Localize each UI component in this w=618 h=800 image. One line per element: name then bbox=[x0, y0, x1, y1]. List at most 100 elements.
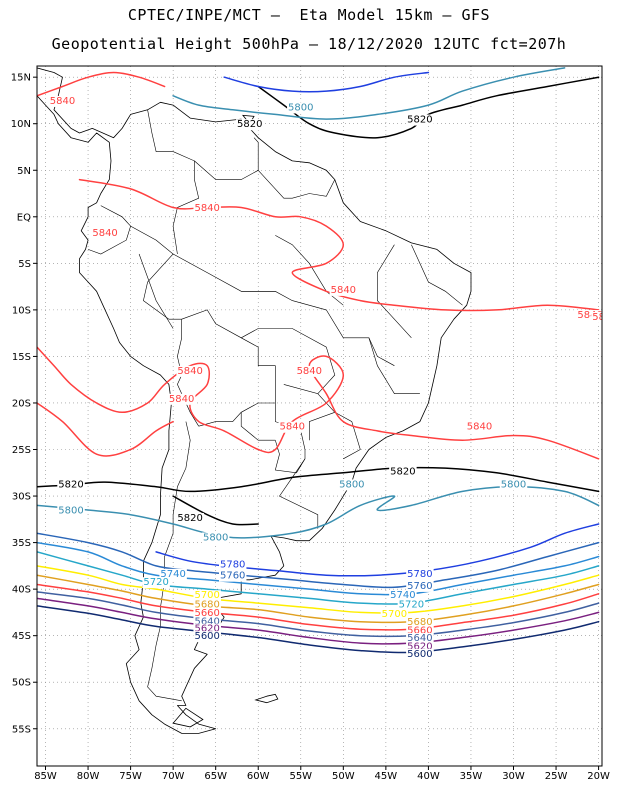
contour-label-5840: 5840 bbox=[50, 96, 75, 107]
contour-label-background bbox=[406, 641, 434, 653]
contour-label-background bbox=[278, 421, 306, 433]
contour-label-5800: 5800 bbox=[501, 479, 526, 490]
contour-label-5840: 5840 bbox=[177, 366, 202, 377]
island-outline bbox=[172, 707, 204, 728]
contour-label-background bbox=[193, 590, 221, 602]
contour-5820 bbox=[257, 76, 600, 139]
contour-label-5840: 58 bbox=[592, 312, 605, 323]
contour-label-5840: 5840 bbox=[169, 394, 194, 405]
tick-label-lat: 5N bbox=[17, 166, 31, 177]
contour-5740 bbox=[37, 541, 600, 596]
tick-label-lat: 10N bbox=[11, 119, 31, 130]
contour-5800 bbox=[37, 485, 600, 539]
chart-title-line2: Geopotential Height 500hPa – 18/12/2020 … bbox=[51, 35, 567, 53]
tick-label-lat: 45S bbox=[12, 631, 31, 642]
contour-5640 bbox=[37, 591, 600, 638]
contour-label-5600: 5600 bbox=[194, 631, 219, 642]
country-border bbox=[257, 170, 336, 199]
contour-label-background bbox=[218, 559, 247, 571]
contour-label-background bbox=[406, 633, 434, 645]
contour-label-background bbox=[193, 616, 221, 628]
contour-label-5600: 5600 bbox=[407, 649, 432, 660]
contour-5780 bbox=[223, 71, 430, 93]
contour-label-background bbox=[193, 599, 221, 611]
country-border bbox=[317, 393, 361, 460]
contour-label-5680: 5680 bbox=[407, 617, 432, 628]
contour-label-background bbox=[176, 512, 204, 524]
chart-title-line1: CPTEC/INPE/MCT – Eta Model 15km – GFS bbox=[127, 6, 491, 24]
tick-label-lat: 20S bbox=[12, 398, 31, 409]
coastline bbox=[37, 67, 472, 734]
contour-5760 bbox=[37, 532, 600, 589]
contour-label-5800: 5800 bbox=[58, 506, 83, 517]
contour-label-background bbox=[406, 568, 434, 580]
contour-label-background bbox=[465, 421, 494, 433]
contour-label-background bbox=[193, 623, 221, 635]
contour-label-5820: 5820 bbox=[58, 479, 83, 490]
tick-label-lat: 5S bbox=[18, 259, 31, 270]
contour-5680 bbox=[37, 574, 600, 624]
tick-label-lon: 70W bbox=[162, 771, 185, 782]
contour-label-background bbox=[406, 114, 434, 126]
contour-label-background bbox=[193, 607, 221, 619]
contour-label-background bbox=[159, 568, 187, 580]
country-border bbox=[241, 291, 395, 366]
country-border bbox=[194, 137, 259, 180]
contour-label-5720: 5720 bbox=[143, 577, 168, 588]
contour-5720 bbox=[37, 551, 600, 605]
contour-layer bbox=[37, 67, 600, 654]
country-border bbox=[275, 235, 344, 306]
contour-5840 bbox=[37, 71, 166, 97]
tick-label-lat: 40S bbox=[12, 585, 31, 596]
country-border bbox=[411, 244, 463, 306]
tick-label-lon: 55W bbox=[289, 771, 312, 782]
tick-label-lat: 10S bbox=[12, 305, 31, 316]
country-border bbox=[147, 109, 200, 255]
contour-label-background bbox=[338, 479, 366, 491]
contour-5800 bbox=[172, 67, 566, 120]
contour-5700 bbox=[37, 565, 600, 614]
contour-label-background bbox=[218, 570, 247, 582]
contour-label-background bbox=[406, 580, 434, 592]
contour-5660 bbox=[37, 583, 600, 631]
tick-label-lon: 80W bbox=[77, 771, 100, 782]
tick-label-lon: 85W bbox=[34, 771, 57, 782]
contour-label-5700: 5700 bbox=[194, 590, 219, 601]
contour-label-5780: 5780 bbox=[220, 560, 245, 571]
tick-label-lat: 30S bbox=[12, 492, 31, 503]
country-border bbox=[172, 253, 276, 292]
contour-label-5840: 5840 bbox=[577, 310, 602, 321]
contour-label-background bbox=[329, 284, 358, 296]
contour-label-background bbox=[389, 466, 417, 478]
contour-label-5640: 5640 bbox=[407, 633, 432, 644]
country-border bbox=[181, 309, 276, 403]
contour-label-background bbox=[287, 102, 315, 114]
contour-label-background bbox=[295, 365, 324, 377]
contour-label-5760: 5760 bbox=[220, 571, 245, 582]
contour-label-background bbox=[201, 532, 230, 544]
country-border bbox=[87, 205, 131, 255]
contour-label-5700: 5700 bbox=[382, 609, 407, 620]
contour-label-5740: 5740 bbox=[390, 590, 415, 601]
contour-label-5800: 5800 bbox=[339, 479, 364, 490]
contour-label-5840: 5840 bbox=[194, 203, 219, 214]
contour-label-5820: 5820 bbox=[390, 466, 415, 477]
country-border bbox=[279, 458, 319, 529]
tick-label-lon: 45W bbox=[375, 771, 398, 782]
contour-label-background bbox=[193, 631, 221, 643]
island-outline bbox=[254, 693, 279, 704]
contour-label-background bbox=[380, 608, 409, 620]
contour-label-5760: 5760 bbox=[407, 581, 432, 592]
contour-label-5640: 5640 bbox=[194, 616, 219, 627]
contour-5820 bbox=[172, 495, 259, 526]
contour-label-background bbox=[235, 119, 264, 131]
tick-label-lon: 35W bbox=[460, 771, 483, 782]
contour-label-background bbox=[406, 648, 434, 660]
contour-label-5620: 5620 bbox=[407, 641, 432, 652]
contour-label-5840: 5840 bbox=[331, 285, 356, 296]
tick-label-lon: 20W bbox=[587, 771, 610, 782]
country-border bbox=[309, 412, 335, 441]
country-border bbox=[368, 337, 420, 394]
contour-label-5740: 5740 bbox=[160, 569, 185, 580]
tick-label-lat: 25S bbox=[12, 445, 31, 456]
